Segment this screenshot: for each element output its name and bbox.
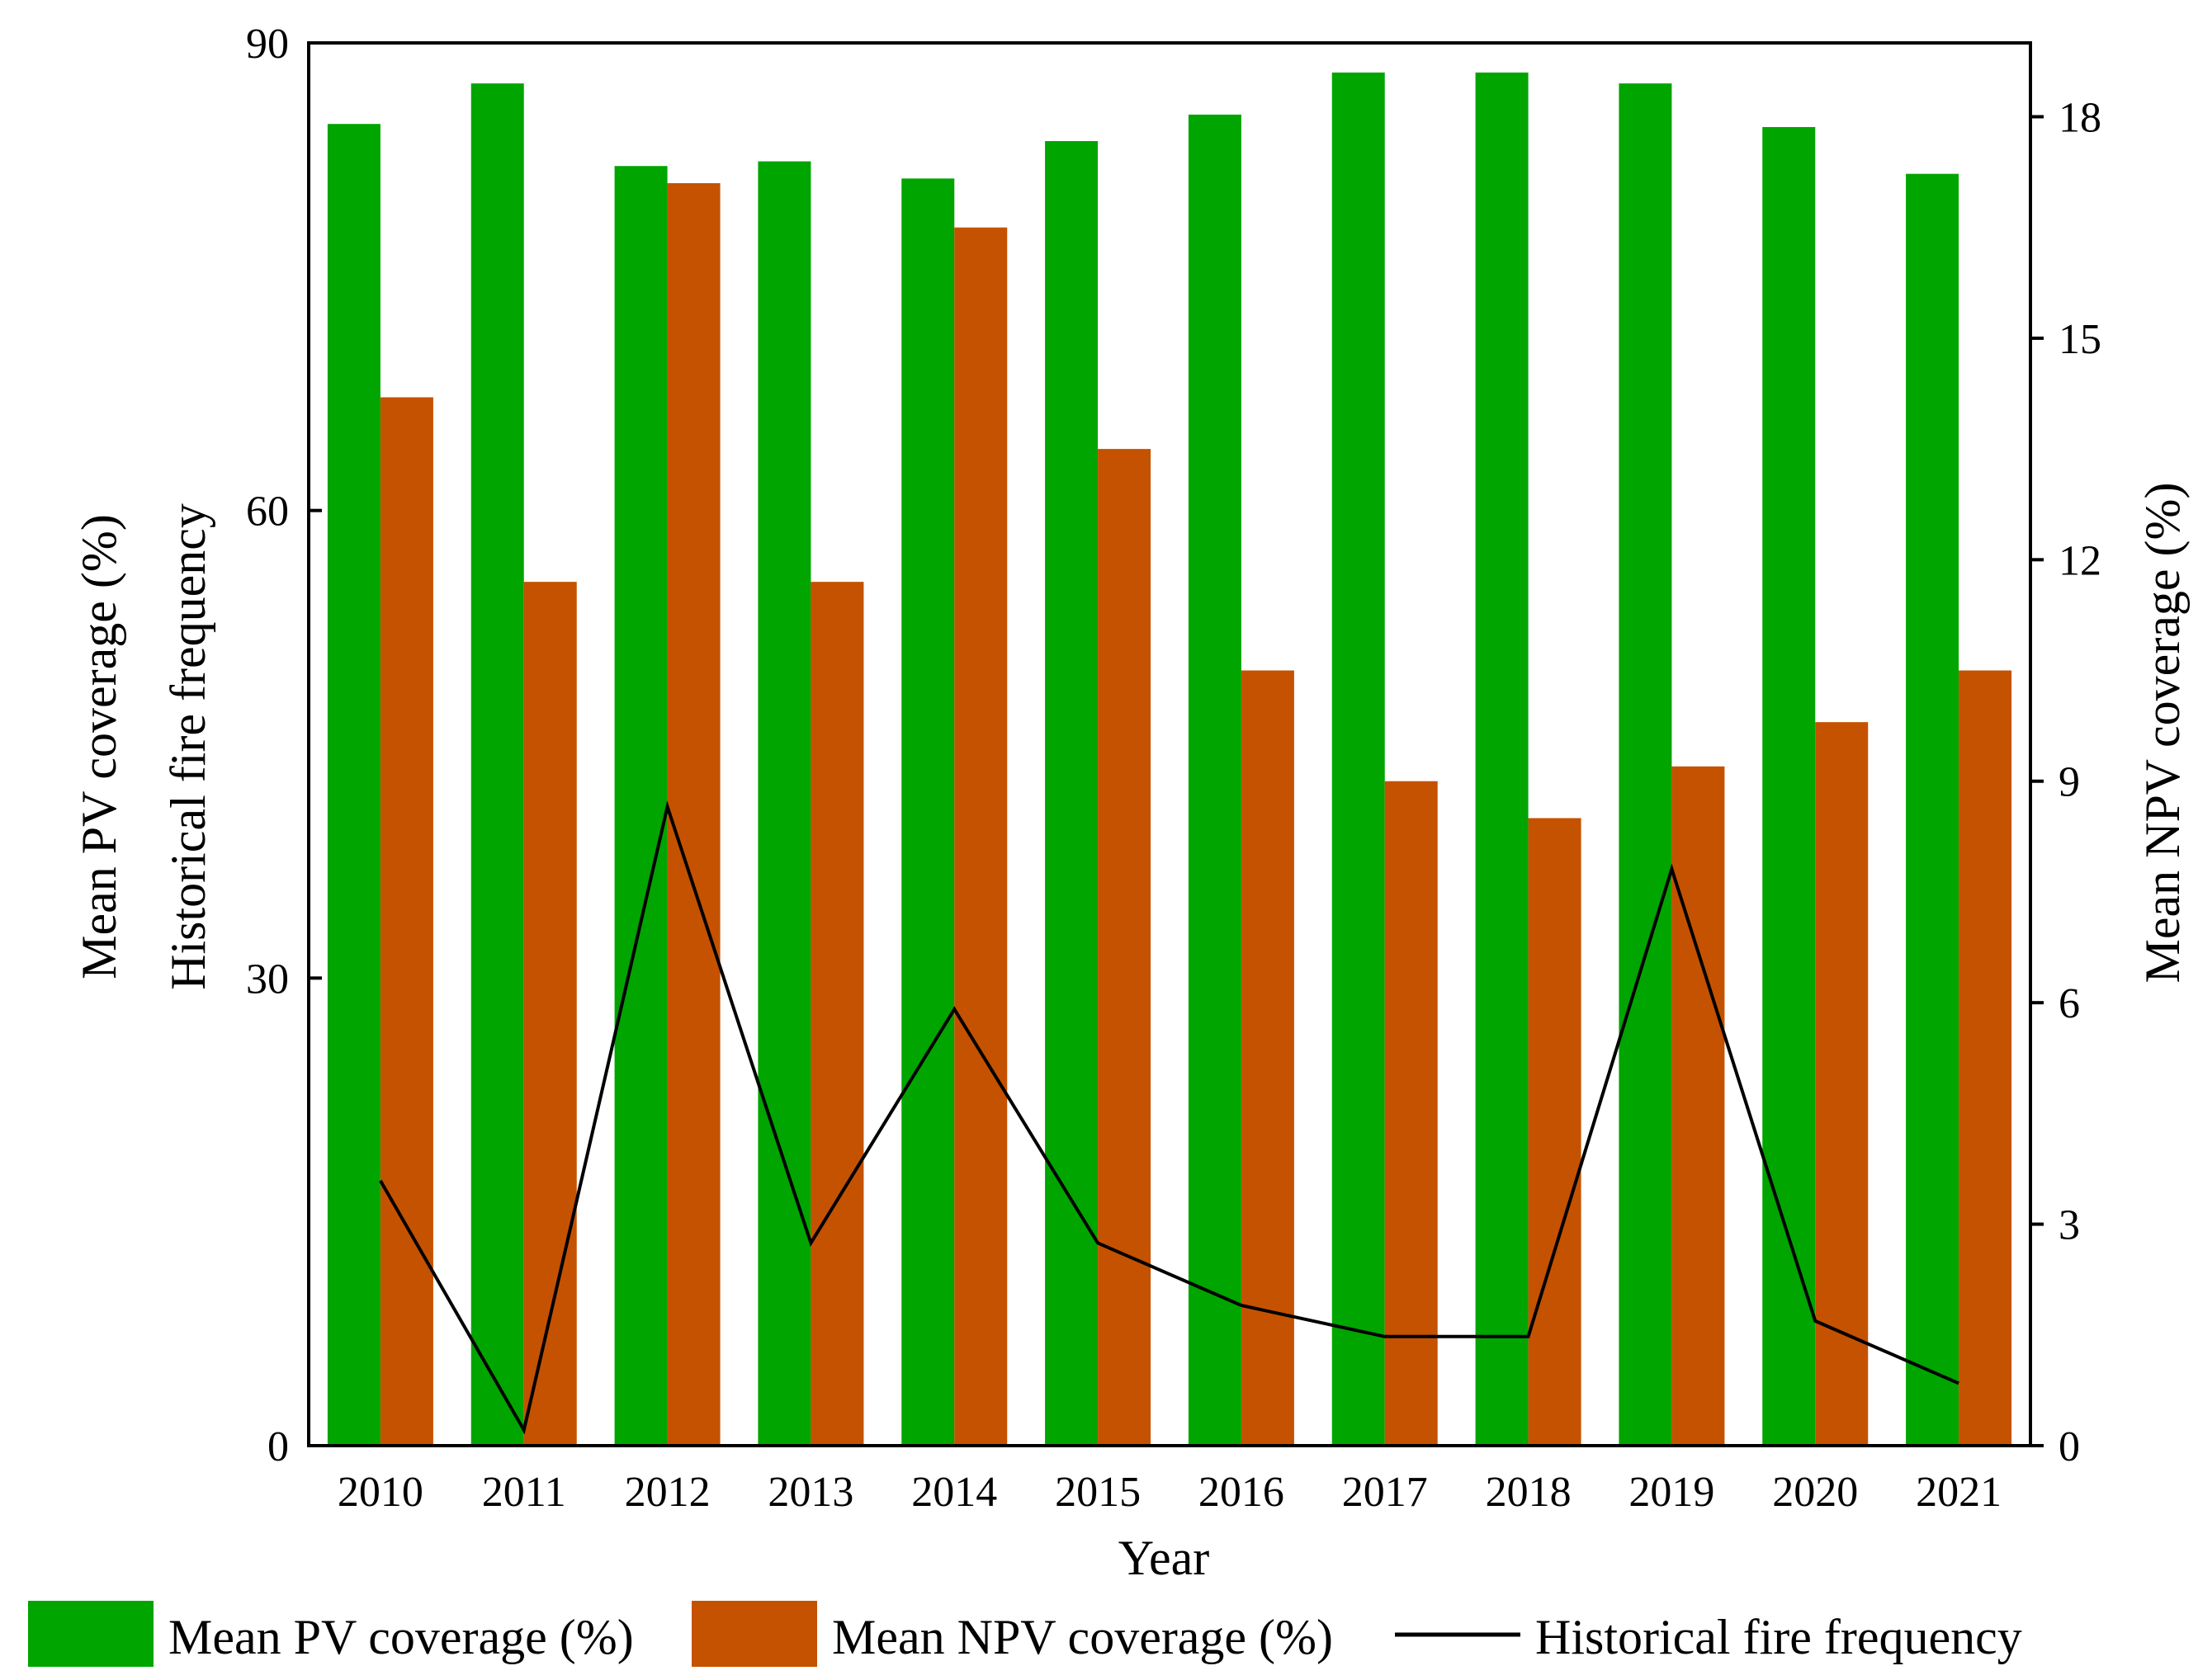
left-axis-title-2: Historical fire frequency — [161, 503, 215, 990]
right-tick-label-9: 9 — [2059, 759, 2080, 806]
bar-npv-2011 — [523, 582, 577, 1446]
bar-npv-2014 — [954, 227, 1008, 1446]
x-tick-label-2016: 2016 — [1198, 1469, 1284, 1516]
bar-pv-2010 — [327, 124, 381, 1446]
x-tick-label-2017: 2017 — [1342, 1469, 1428, 1516]
right-tick-label-12: 12 — [2059, 537, 2101, 584]
plot-frame — [307, 41, 2032, 1447]
right-tick-label-3: 3 — [2059, 1202, 2080, 1249]
x-tick-label-2011: 2011 — [482, 1469, 566, 1516]
bar-pv-2020 — [1762, 127, 1816, 1446]
right-tick-label-6: 6 — [2059, 980, 2080, 1027]
bar-npv-2017 — [1384, 781, 1438, 1446]
x-tick-label-2019: 2019 — [1628, 1469, 1714, 1516]
legend-label-npv: Mean NPV coverage (%) — [832, 1610, 1333, 1664]
bar-pv-2017 — [1331, 72, 1385, 1446]
left-tick-label-30: 30 — [246, 956, 289, 1003]
legend-swatch-npv — [692, 1601, 817, 1667]
right-tick-label-0: 0 — [2059, 1423, 2080, 1470]
right-tick-label-15: 15 — [2059, 316, 2101, 363]
left-tick-label-60: 60 — [246, 488, 289, 536]
right-axis-title: Mean NPV coverage (%) — [2135, 482, 2190, 983]
bar-npv-2018 — [1528, 818, 1581, 1446]
fire-frequency-line-layer — [379, 800, 1959, 1435]
x-tick-label-2010: 2010 — [338, 1469, 423, 1516]
legend-swatch-pv — [28, 1601, 154, 1667]
bar-npv-2010 — [380, 397, 433, 1446]
x-tick-label-2021: 2021 — [1916, 1469, 2002, 1516]
bars-layer — [327, 72, 2012, 1446]
x-tick-label-2014: 2014 — [911, 1469, 997, 1516]
bar-npv-2015 — [1098, 449, 1151, 1446]
x-tick-label-2020: 2020 — [1772, 1469, 1858, 1516]
bar-npv-2016 — [1241, 670, 1294, 1446]
x-axis-title: Year — [1118, 1531, 1210, 1585]
bar-pv-2011 — [470, 83, 524, 1446]
bar-npv-2021 — [1959, 670, 2012, 1446]
bar-npv-2020 — [1815, 722, 1869, 1446]
bar-pv-2015 — [1045, 141, 1099, 1446]
legend-label-pv: Mean PV coverage (%) — [168, 1610, 634, 1664]
bar-pv-2021 — [1906, 173, 1959, 1446]
axes-layer: 0 30 60 90 0 3 6 9 12 15 18 2010 2011 2012 2013 2014 201… — [246, 21, 2101, 1516]
x-tick-label-2015: 2015 — [1055, 1469, 1141, 1516]
bar-pv-2012 — [614, 166, 668, 1446]
left-axis-title-1: Mean PV coverage (%) — [72, 514, 126, 979]
legend: Mean PV coverage (%) Mean NPV coverage (… — [28, 1601, 2022, 1667]
left-tick-label-0: 0 — [267, 1423, 289, 1470]
x-tick-label-2018: 2018 — [1486, 1469, 1572, 1516]
bar-pv-2018 — [1475, 72, 1529, 1446]
bar-npv-2013 — [811, 582, 864, 1446]
bar-pv-2019 — [1619, 83, 1672, 1446]
bar-npv-2012 — [667, 183, 721, 1446]
left-tick-label-90: 90 — [246, 21, 289, 68]
bar-pv-2013 — [758, 161, 811, 1446]
bar-pv-2014 — [901, 178, 955, 1446]
x-tick-label-2012: 2012 — [625, 1469, 711, 1516]
fire-frequency-line — [379, 800, 1959, 1435]
bar-pv-2016 — [1188, 114, 1241, 1446]
x-tick-label-2013: 2013 — [768, 1469, 853, 1516]
right-tick-label-18: 18 — [2059, 94, 2101, 141]
bar-npv-2019 — [1671, 766, 1725, 1446]
legend-label-fire: Historical fire frequency — [1535, 1610, 2022, 1664]
